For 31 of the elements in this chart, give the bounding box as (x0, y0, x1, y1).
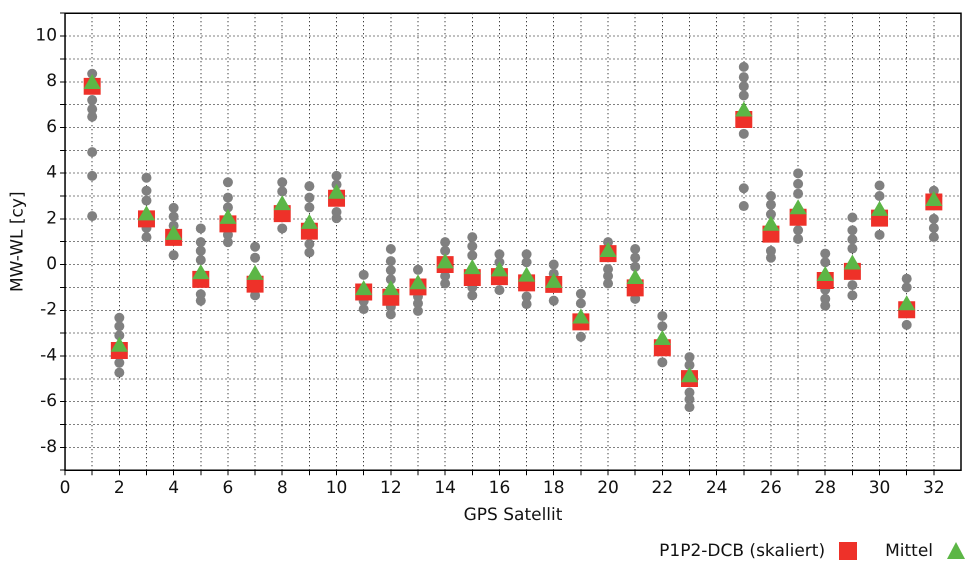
x-tick-label: 30 (868, 478, 890, 498)
x-tick-label: 24 (706, 478, 728, 498)
y-tick-label: -2 (40, 300, 58, 320)
y-tick-label: -8 (40, 436, 58, 457)
x-tick-label: 26 (760, 478, 782, 498)
x-tick-label: 22 (652, 478, 674, 498)
x-tick-label: 20 (597, 478, 619, 498)
y-tick-label: 0 (46, 254, 58, 274)
x-tick-label: 0 (60, 478, 70, 498)
x-tick-label: 6 (222, 478, 234, 498)
y-tick-label: 10 (35, 25, 58, 46)
x-axis-title: GPS Satellit (464, 505, 563, 526)
x-tick-label: 2 (114, 478, 125, 498)
x-tick-label: 4 (168, 478, 180, 498)
x-tick-label: 12 (380, 478, 402, 498)
x-tick-label: 14 (434, 478, 456, 498)
x-tick-label: 10 (326, 478, 348, 498)
x-tick-label: 28 (814, 478, 836, 498)
x-tick-label: 18 (542, 478, 565, 498)
y-axis-title: MW-WL [cy] (8, 191, 28, 292)
x-tick-label: 8 (276, 478, 288, 498)
legend-label: Mittel (885, 541, 933, 561)
x-tick-label: 32 (923, 478, 945, 498)
y-tick-label: 6 (46, 116, 58, 137)
y-tick-label: -6 (40, 391, 58, 412)
y-tick-label: 2 (46, 208, 58, 228)
y-tick-label: 8 (46, 71, 58, 92)
x-tick-label: 16 (488, 478, 510, 498)
y-tick-label: -4 (40, 345, 58, 366)
legend-label: P1P2-DCB (skaliert) (659, 541, 826, 561)
y-tick-label: 4 (46, 162, 58, 183)
